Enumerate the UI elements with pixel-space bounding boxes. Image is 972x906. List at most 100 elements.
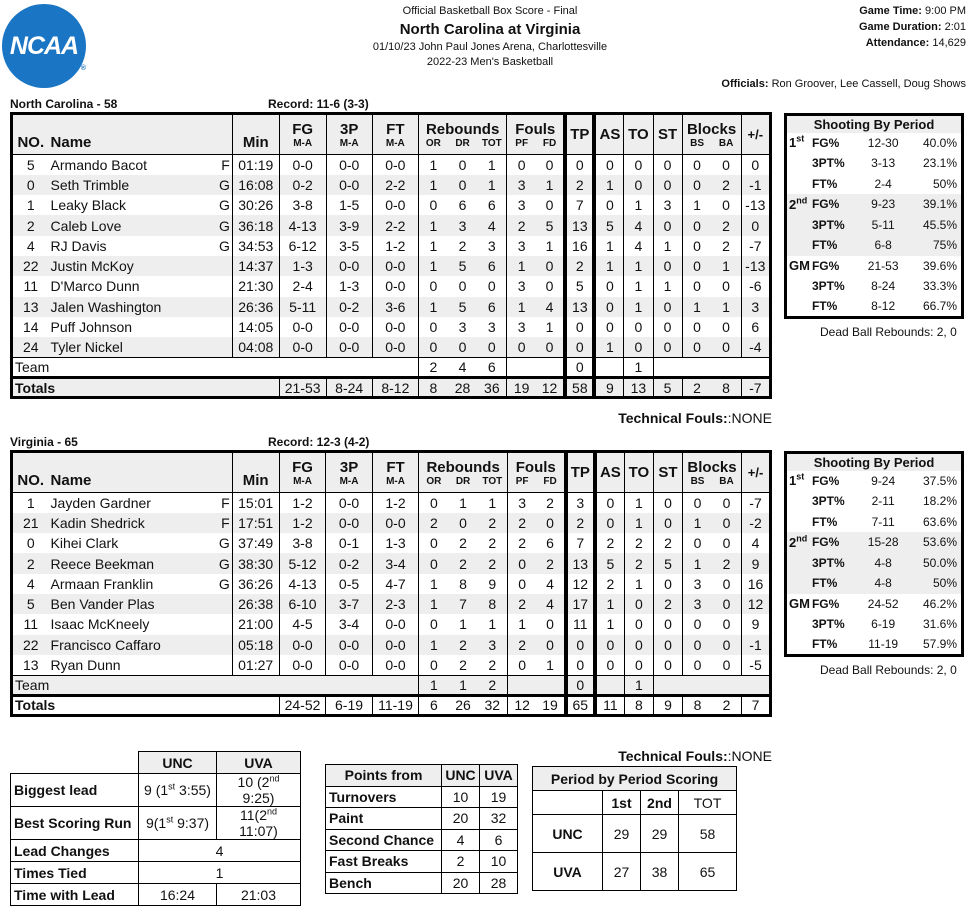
stat-tp: 2 [563, 174, 595, 196]
player-row: 4 Armaan Franklin G 36:26 4-13 0-5 4-7 1 8 9 0 4… [12, 573, 771, 594]
shooting-row: 1st FG% 9-24 37.5% [786, 471, 963, 492]
total-ba: 2 [722, 697, 731, 714]
col-3p-ma: M-A [325, 475, 373, 493]
stat-ba: 0 [722, 197, 730, 214]
col-3p-ma: M-A [325, 137, 373, 155]
best-run-label: Best Scoring Run [10, 806, 139, 840]
shooting-made-attempted: 6-8 [874, 238, 892, 253]
stat-dr: 1 [459, 494, 467, 511]
stat-bs: 0 [681, 316, 712, 338]
shooting-row: FT% 11-19 57.9% [786, 635, 963, 656]
stat-dr: 8 [459, 575, 467, 592]
stat-fd: 2 [546, 555, 554, 572]
stat-tot: 1 [488, 616, 497, 633]
player-position: G [218, 237, 230, 254]
shooting-stat: 3PT% [811, 156, 845, 171]
player-number: 4 [26, 237, 35, 254]
shooting-made-attempted: 7-11 [871, 514, 895, 529]
stat-bs: 3 [682, 573, 713, 594]
stat-ft: 0-0 [371, 337, 419, 358]
shooting-percentage: 33.3% [922, 279, 957, 294]
stat-ft: 0-0 [371, 654, 419, 676]
stat-pf: 2 [506, 512, 537, 534]
col-ft: FT [371, 451, 419, 476]
player-position: F [221, 494, 230, 511]
time-with-lead-unc: 16:24 [138, 883, 217, 906]
stat-or: 0 [417, 276, 448, 297]
shooting-stat: FG% [811, 258, 840, 273]
col-fouls: Fouls [506, 451, 566, 476]
col-plus-minus: +/- [741, 451, 771, 493]
stat-pf: 1 [506, 614, 537, 635]
game-duration: 2:01 [944, 21, 966, 33]
dead-ball-rebounds: Dead Ball Rebounds: 2, 0 [820, 325, 957, 339]
player-name: Puff Johnson [50, 319, 133, 336]
col-3p: 3P [325, 451, 373, 476]
team-row-label: Team [15, 358, 50, 375]
total-tot: 32 [484, 697, 501, 714]
player-number: 22 [22, 258, 39, 275]
player-number: 13 [22, 656, 39, 673]
stat-tp: 16 [563, 235, 595, 256]
stat-fg: 4-13 [278, 215, 327, 236]
shooting-stat: FT% [811, 514, 838, 529]
col-blocks: Blocks [682, 451, 742, 476]
stat-bs: 0 [682, 614, 713, 635]
stat-fd: 0 [545, 258, 554, 275]
col-pf: PF [506, 137, 536, 155]
col-ft-ma: M-A [371, 475, 419, 493]
stat-pf: 3 [506, 316, 536, 338]
shooting-made-attempted: 11-19 [868, 637, 899, 651]
shooting-stat: FG% [811, 135, 840, 150]
stat-pm: 12 [741, 593, 771, 615]
total-fd: 19 [542, 697, 558, 714]
team-to: 1 [623, 675, 654, 696]
stat-pf: 1 [506, 296, 536, 317]
total-pm: -7 [740, 377, 771, 398]
stat-as: 0 [592, 276, 624, 297]
player-position: G [218, 176, 230, 193]
col-fg-ma: M-A [278, 475, 326, 493]
player-position: G [218, 535, 230, 552]
player-number: 2 [26, 555, 35, 572]
biggest-lead-label: Biggest lead [10, 773, 139, 807]
player-name: Ryan Dunn [50, 656, 121, 673]
stat-fg: 0-0 [278, 154, 327, 175]
stat-st: 0 [652, 573, 683, 594]
player-position [213, 256, 232, 276]
stat-to: 0 [623, 593, 654, 615]
shooting-percentage: 46.2% [922, 596, 957, 611]
stat-pf: 0 [506, 573, 537, 594]
stat-st: 1 [652, 235, 683, 256]
player-number: 0 [26, 535, 35, 552]
stat-st: 0 [652, 614, 683, 635]
total-st: 5 [652, 377, 683, 398]
col-to: TO [623, 451, 654, 493]
stat-pm: -6 [740, 276, 771, 297]
stat-ft: 0-0 [371, 255, 419, 277]
player-position [213, 614, 232, 634]
shooting-stat: 3PT% [811, 555, 845, 570]
stat-fg: 1-3 [278, 255, 327, 277]
stat-dr: 2 [458, 237, 467, 254]
team-dr: 4 [458, 358, 467, 375]
stat-st: 3 [652, 195, 683, 216]
period-team: UNC [532, 814, 603, 853]
shooting-made-attempted: 15-28 [867, 535, 899, 550]
player-minutes: 34:53 [231, 235, 280, 256]
stat-or: 0 [418, 553, 449, 574]
stat-fg: 5-12 [278, 553, 326, 574]
stat-fg: 0-0 [278, 654, 326, 676]
stat-pm: -13 [740, 195, 771, 216]
player-minutes: 14:37 [231, 255, 280, 277]
player-minutes: 36:26 [231, 573, 280, 594]
shooting-row: FT% 7-11 63.6% [786, 512, 963, 533]
total-header: TOT [678, 790, 737, 815]
times-tied-label: Times Tied [10, 861, 139, 884]
total-to: 8 [623, 695, 654, 716]
player-minutes: 15:01 [231, 492, 280, 513]
team-record: Record: 12-3 (4-2) [268, 435, 370, 449]
stat-fd: 1 [545, 176, 554, 193]
stat-bs: 1 [681, 296, 712, 317]
stat-fg: 5-11 [278, 296, 327, 317]
